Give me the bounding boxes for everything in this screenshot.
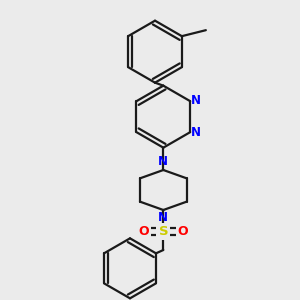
Text: O: O bbox=[177, 225, 188, 238]
Text: N: N bbox=[191, 94, 201, 107]
Text: N: N bbox=[191, 126, 201, 139]
Text: S: S bbox=[158, 225, 168, 238]
Text: O: O bbox=[139, 225, 149, 238]
Text: N: N bbox=[158, 155, 168, 168]
Text: N: N bbox=[158, 211, 168, 224]
